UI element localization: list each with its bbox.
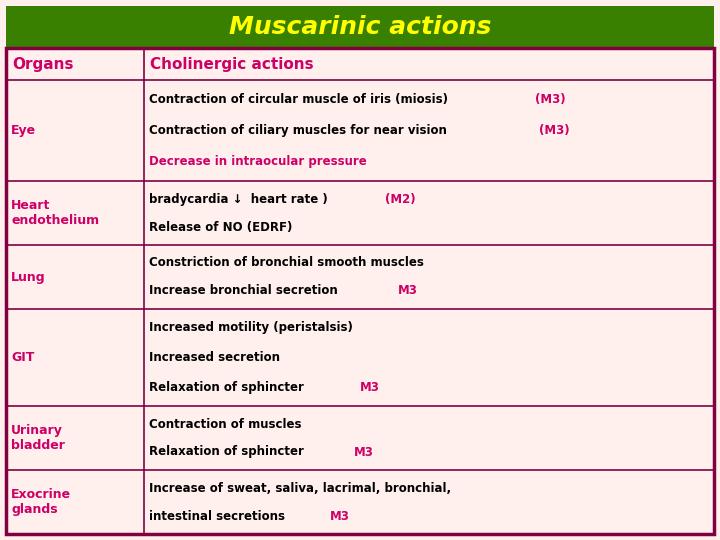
Text: GIT: GIT	[11, 351, 35, 364]
Text: Heart
endothelium: Heart endothelium	[11, 199, 99, 227]
Text: (M3): (M3)	[539, 124, 570, 137]
Text: Increased secretion: Increased secretion	[149, 351, 280, 364]
Text: Eye: Eye	[11, 124, 36, 137]
Text: Cholinergic actions: Cholinergic actions	[150, 57, 314, 71]
Text: (M3): (M3)	[535, 93, 565, 106]
Text: Contraction of muscles: Contraction of muscles	[149, 417, 302, 430]
Text: Organs: Organs	[12, 57, 73, 71]
Bar	[6, 6, 714, 48]
Text: Increased motility (peristalsis): Increased motility (peristalsis)	[149, 321, 353, 334]
Text: Contraction of ciliary muscles for near vision: Contraction of ciliary muscles for near …	[149, 124, 451, 137]
Text: Increase of sweat, saliva, lacrimal, bronchial,: Increase of sweat, saliva, lacrimal, bro…	[149, 482, 451, 495]
Text: M3: M3	[359, 381, 379, 394]
Text: Constriction of bronchial smooth muscles: Constriction of bronchial smooth muscles	[149, 256, 424, 269]
Text: Contraction of circular muscle of iris (miosis): Contraction of circular muscle of iris (…	[149, 93, 448, 106]
Text: Increase bronchial secretion: Increase bronchial secretion	[149, 285, 342, 298]
Text: intestinal secretions: intestinal secretions	[149, 510, 289, 523]
Text: Urinary
bladder: Urinary bladder	[11, 424, 65, 452]
Text: Decrease in intraocular pressure: Decrease in intraocular pressure	[149, 155, 366, 168]
Text: Release of NO (EDRF): Release of NO (EDRF)	[149, 220, 292, 233]
Text: M3: M3	[354, 446, 374, 458]
Text: Relaxation of sphincter: Relaxation of sphincter	[149, 381, 312, 394]
Text: (M2): (M2)	[385, 192, 415, 206]
Text: bradycardia ↓  heart rate ): bradycardia ↓ heart rate )	[149, 192, 332, 206]
Text: Relaxation of sphincter: Relaxation of sphincter	[149, 446, 308, 458]
Text: Exocrine
glands: Exocrine glands	[11, 488, 71, 516]
Text: Lung: Lung	[11, 271, 45, 284]
Text: Muscarinic actions: Muscarinic actions	[229, 15, 491, 39]
Text: M3: M3	[330, 510, 350, 523]
Text: M3: M3	[398, 285, 418, 298]
